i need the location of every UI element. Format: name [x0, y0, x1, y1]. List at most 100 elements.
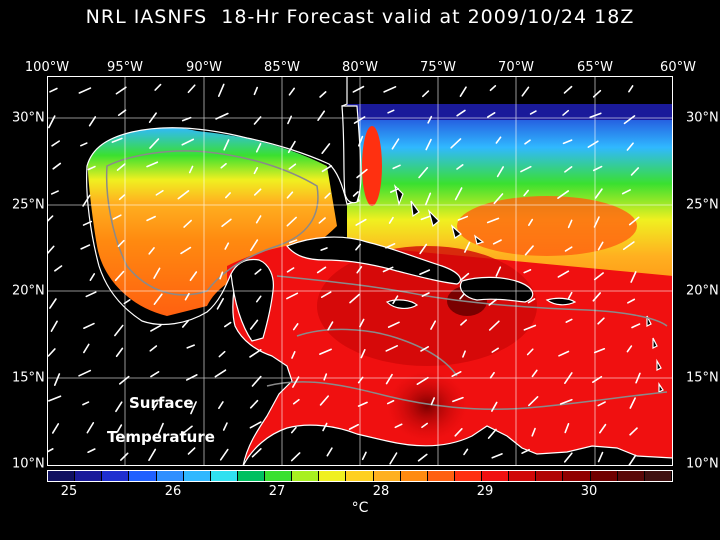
wind-arrow [451, 370, 462, 378]
wind-arrow [486, 217, 500, 224]
wind-arrow [318, 217, 326, 224]
wind-arrow [355, 218, 367, 226]
colorbar-tick-29: 29 [476, 484, 494, 499]
wind-arrow [417, 453, 428, 462]
wind-arrow [116, 424, 123, 433]
wind-arrow [592, 292, 601, 302]
wind-arrow [492, 239, 502, 245]
wind-arrow [118, 194, 126, 201]
wind-arrow [421, 422, 428, 429]
wind-arrow [89, 273, 96, 282]
wind-arrow [80, 142, 88, 147]
wind-arrow [454, 428, 463, 437]
wind-arrow [78, 87, 92, 94]
wind-arrow [592, 165, 603, 172]
wind-arrow [389, 187, 399, 193]
wind-arrow [592, 375, 603, 384]
colorbar-swatch [210, 471, 238, 481]
lat-label-15n-right: 15°N [686, 370, 719, 386]
wind-arrow [557, 270, 570, 278]
wind-arrow [292, 376, 300, 388]
wind-arrow [526, 348, 534, 356]
contour-gulf-shelf [105, 150, 319, 296]
colorbar-tick-30: 30 [580, 484, 598, 499]
wind-arrow [255, 215, 262, 224]
wind-arrow [361, 451, 367, 461]
wind-arrow [557, 190, 570, 200]
wind-arrow [324, 192, 331, 199]
wind-arrow [630, 271, 637, 283]
wind-arrow [356, 266, 363, 274]
wind-arrow [82, 220, 93, 226]
colorbar-tick-28: 28 [372, 484, 390, 499]
wind-arrow [421, 292, 430, 297]
wind-arrow [53, 373, 61, 386]
wind-arrow [563, 85, 573, 94]
wind-arrow [459, 86, 467, 97]
wind-arrow [82, 401, 90, 406]
wind-arrow [48, 395, 62, 402]
wind-arrow [253, 167, 259, 175]
wind-arrow [217, 83, 225, 97]
wind-arrow [317, 110, 326, 121]
map-frame [47, 76, 673, 466]
wind-arrow [85, 291, 97, 298]
wind-arrow [456, 164, 464, 170]
wind-arrow [286, 216, 297, 227]
wind-arrow [430, 397, 436, 406]
colorbar-tick-27: 27 [268, 484, 286, 499]
wind-arrow [47, 448, 54, 453]
wind-arrow [219, 448, 229, 461]
wind-arrow [597, 451, 604, 463]
wind-arrow [592, 89, 602, 98]
contour-caribbean-south [266, 381, 668, 410]
wind-arrow [459, 293, 465, 300]
wind-arrow [386, 399, 395, 405]
wind-arrow [327, 321, 334, 331]
puerto-rico [545, 297, 577, 306]
wind-arrow [626, 142, 634, 151]
wind-arrow [357, 401, 368, 407]
wind-arrow [117, 109, 127, 117]
wind-arrow [223, 139, 230, 151]
wind-arrow [630, 167, 640, 176]
wind-arrow [425, 138, 432, 151]
wind-arrow [50, 320, 58, 332]
colorbar-swatch [427, 471, 455, 481]
wind-arrow [321, 143, 331, 154]
wind-arrow [183, 219, 192, 228]
wind-arrow [352, 85, 365, 93]
wind-arrow [251, 375, 262, 387]
wind-arrow [621, 189, 631, 195]
wind-arrow [495, 136, 502, 144]
colorbar-swatch [75, 471, 103, 481]
wind-arrow [430, 320, 437, 330]
wind-arrow [118, 375, 130, 385]
lat-label-10n-left: 10°N [12, 456, 45, 472]
wind-arrow [83, 343, 90, 354]
wind-arrow [597, 317, 605, 325]
wind-arrow [148, 112, 157, 124]
colorbar-swatch [373, 471, 401, 481]
wind-arrow [531, 369, 538, 378]
wind-arrow [180, 246, 192, 255]
colorbar-unit: °C [351, 500, 369, 516]
wind-arrow [251, 448, 262, 458]
wind-arrow [491, 347, 499, 353]
wind-arrow [190, 401, 197, 415]
wind-arrow [181, 319, 190, 328]
lat-label-30n-right: 30°N [686, 110, 719, 126]
wind-arrow [635, 372, 641, 384]
bahamas-islands [393, 184, 485, 245]
wind-arrow [49, 87, 58, 93]
wind-arrow [564, 246, 573, 252]
wind-arrow [249, 421, 262, 429]
colorbar-swatch [129, 471, 157, 481]
wind-arrow [287, 115, 293, 125]
wind-arrow [292, 398, 300, 405]
wind-arrow [146, 161, 159, 168]
wind-arrow [419, 269, 431, 276]
wind-arrow [593, 348, 606, 354]
colorbar-swatch [617, 471, 645, 481]
colorbar-swatch [509, 471, 537, 481]
